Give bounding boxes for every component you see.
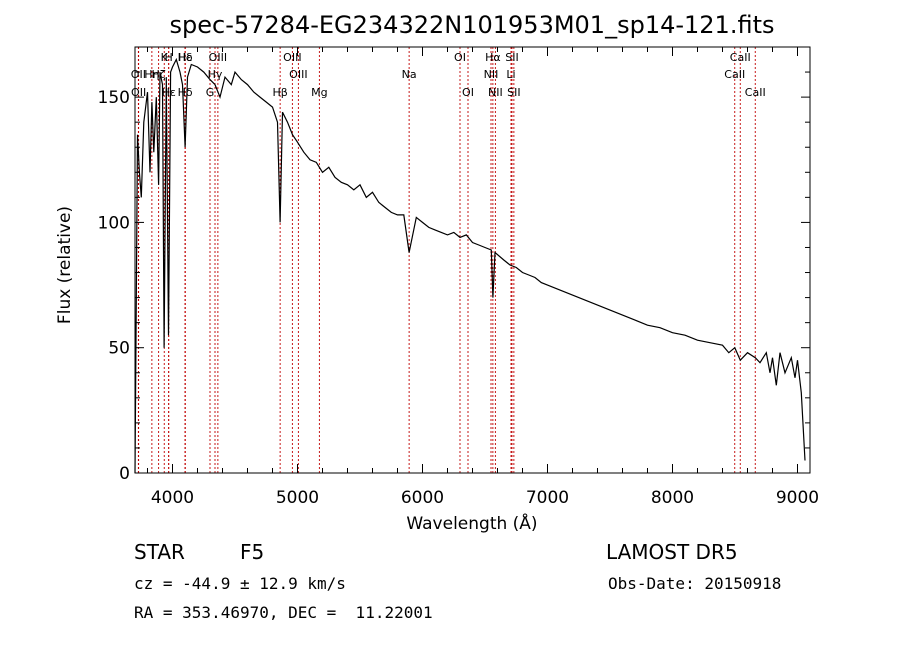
x-axis-label: Wavelength (Å) (406, 512, 537, 534)
survey-name: LAMOST DR5 (606, 540, 738, 564)
line-marker-label-13: Hβ (272, 86, 287, 99)
line-marker-label-0: Hδ (178, 51, 193, 64)
line-marker-label-19: OI (462, 86, 474, 99)
line-marker-label-17: Na (402, 68, 417, 81)
line-marker-label-11: OIII (209, 51, 227, 64)
line-marker-label-25: SII (507, 86, 520, 99)
x-tick-label: 4000 (151, 488, 194, 508)
line-marker-label-15: OIII (289, 68, 307, 81)
y-tick-label: 0 (119, 464, 130, 484)
line-marker-label-3: Hε (178, 51, 192, 64)
coordinates: RA = 353.46970, DEC = 11.22001 (134, 603, 433, 622)
line-marker-label-16: Mg (311, 86, 327, 99)
line-marker-label-27: CaII (724, 68, 745, 81)
line-marker-label-6: Hζ (151, 68, 165, 81)
x-tick-label: 6000 (401, 488, 444, 508)
line-marker-label-24: Li (506, 68, 515, 81)
line-markers (137, 47, 756, 473)
object-subclass: F5 (240, 540, 265, 564)
line-marker-label-18: OI (454, 51, 466, 64)
line-marker-label-5: Hη (144, 68, 159, 81)
line-marker-label-9: Hε (162, 86, 176, 99)
chart-title: spec-57284-EG234322N101953M01_sp14-121.f… (170, 11, 775, 39)
y-tick-label: 100 (98, 213, 130, 233)
x-tick-label: 7000 (526, 488, 569, 508)
line-marker-label-10: Hδ (178, 86, 193, 99)
x-axis-ticks: 4000 5000 6000 7000 8000 9000 (147, 47, 819, 508)
line-marker-label-26: CaII (730, 51, 751, 64)
redshift-velocity: cz = -44.9 ± 12.9 km/s (134, 574, 346, 593)
line-marker-label-12: Hγ (208, 68, 223, 81)
line-marker-label-21: NII (484, 68, 499, 81)
spectrum-series-line (134, 57, 806, 474)
y-axis-ticks: 0 50 100 150 (98, 46, 810, 484)
observation-date: Obs-Date: 20150918 (608, 574, 782, 593)
x-tick-label: 8000 (651, 488, 694, 508)
line-marker-label-28: CaII (745, 86, 766, 99)
line-marker-label-7: G (206, 86, 215, 99)
line-marker-label-1: K (161, 51, 169, 64)
line-marker-label-20: Hα (485, 51, 501, 64)
plot-frame (134, 46, 811, 474)
line-marker-label-2: H (164, 51, 172, 64)
object-class: STAR (134, 540, 185, 564)
y-axis-label: Flux (relative) (55, 206, 75, 324)
line-marker-label-14: OIII (283, 51, 301, 64)
y-tick-label: 150 (98, 88, 130, 108)
x-tick-label: 5000 (276, 488, 319, 508)
line-marker-label-22: NII (488, 86, 503, 99)
y-tick-label: 50 (108, 339, 130, 359)
line-marker-label-23: SII (505, 51, 518, 64)
x-tick-label: 9000 (776, 488, 819, 508)
